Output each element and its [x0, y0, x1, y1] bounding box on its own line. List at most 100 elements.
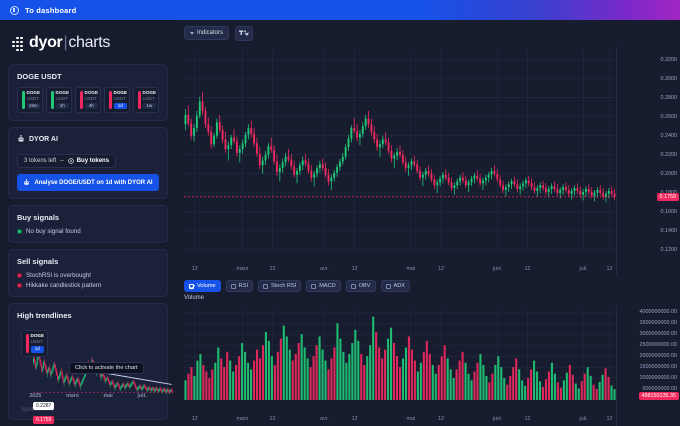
ticker-interval: 1d: [113, 102, 127, 110]
indicator-tab-label: RSI: [238, 283, 248, 289]
dyor-ai-title: DYOR AI: [29, 135, 58, 143]
volume-x-tick: mai: [406, 416, 416, 422]
price-chart[interactable]: 0.3200 0.3000 0.2800 0.2600 0.2400 0.2200 0.20…: [184, 46, 680, 276]
signal-text: No buy signal found: [26, 228, 81, 236]
to-dashboard-link[interactable]: To dashboard: [25, 5, 77, 15]
price-y-tick: 0.2000: [660, 170, 678, 177]
ticker-quote: USDT: [142, 95, 156, 101]
mini-xtick: mai: [103, 393, 113, 399]
ticker-trend-bar: [51, 91, 54, 110]
volume-chart[interactable]: 4000000000.00 3500000000.00 3000000000.00 2…: [184, 306, 680, 426]
price-y-tick: 0.2200: [660, 151, 678, 158]
dyor-ai-header: DYOR AI: [17, 135, 159, 143]
indicators-label: Indicators: [197, 30, 224, 36]
indicator-tab-adx[interactable]: ADX: [380, 280, 411, 292]
volume-y-tick: 3500000000.00: [639, 320, 677, 327]
volume-x-tick: avr.: [320, 416, 329, 422]
volume-x-tick: 12: [438, 416, 445, 422]
ticker-trend-bar: [80, 91, 83, 110]
analyse-button-label: Analyse DOGE/USDT on 1d with DYOR AI: [34, 179, 153, 186]
price-y-tick: 0.1600: [660, 208, 678, 215]
price-y-tick: 0.3200: [660, 56, 678, 63]
chart-toolbar: Indicators: [176, 20, 680, 46]
sell-signals-panel: Sell signals StochRSI is overbought Hikk…: [8, 249, 168, 298]
top-bar-gradient: [420, 0, 680, 20]
ticker-card-1h[interactable]: DOGE USDT 1h: [46, 87, 72, 114]
brand-logo[interactable]: dyor|charts: [0, 20, 176, 64]
price-x-tick: 12: [606, 266, 613, 272]
dyor-dots-icon: [12, 36, 25, 52]
ticker-interval: 1h: [55, 102, 69, 110]
volume-x-tick: 12: [606, 416, 613, 422]
ticker-trend-bar: [22, 91, 25, 110]
buy-tokens-button[interactable]: Buy tokens: [67, 158, 109, 164]
ticker-symbol: DOGE: [26, 90, 41, 95]
checkbox-icon: [311, 283, 317, 289]
indicator-tab-label: OBV: [358, 283, 371, 289]
indicator-tab-label: ADX: [393, 283, 406, 289]
ticker-trend-bar: [109, 91, 112, 110]
analyse-button[interactable]: Analyse DOGE/USDT on 1d with DYOR AI: [17, 174, 159, 192]
ticker-symbol: DOGE: [30, 333, 45, 339]
mini-price-high-label: 0.2287: [33, 402, 55, 411]
price-y-axis: 0.3200 0.3000 0.2800 0.2600 0.2400 0.2200 0.20…: [616, 46, 680, 276]
pair-panel: DOGE USDT DOGE USDT 15m DOGE: [8, 64, 168, 122]
ticker-symbol: DOGE: [84, 90, 99, 95]
volume-x-tick: 12: [351, 416, 358, 422]
brand-separator: |: [63, 34, 68, 51]
price-x-axis: 12 mars 12 avr. 12 mai 12 juin 12 juil. 12: [184, 262, 616, 276]
ticker-card-15m[interactable]: DOGE USDT 15m: [17, 87, 43, 114]
price-y-tick: 0.3000: [660, 75, 678, 82]
volume-x-tick: mars: [236, 416, 249, 422]
ticker-card-1w[interactable]: DOGE USDT 1w: [133, 87, 159, 114]
ticker-card-1d[interactable]: DOGE USDT 1d: [104, 87, 130, 114]
ticker-quote: USDT: [26, 95, 40, 101]
ticker-symbol: DOGE: [113, 90, 128, 95]
volume-x-tick: 12: [269, 416, 276, 422]
price-y-tick: 0.1400: [660, 227, 678, 234]
brand-text: dyor|charts: [29, 34, 110, 52]
mini-price-current-label: 0.1759: [33, 416, 55, 425]
timeframe-ticker-list: DOGE USDT 15m DOGE USDT 1h: [17, 87, 159, 114]
indicator-tab-obv[interactable]: OBV: [345, 280, 376, 292]
indicator-tab-volume[interactable]: Volume: [184, 280, 221, 292]
sell-signals-title: Sell signals: [17, 257, 59, 267]
indicator-tab-macd[interactable]: MACD: [306, 280, 341, 292]
ticker-symbol: DOGE: [55, 90, 70, 95]
indicator-tab-label: MACD: [319, 283, 336, 289]
indicator-tabs: Volume RSI Stoch RSI MACD OBV ADX: [176, 276, 680, 295]
ticker-interval: 1d: [30, 346, 45, 353]
robot-icon: [24, 179, 30, 186]
ticker-quote: USDT: [55, 95, 69, 101]
ticker-card-4h[interactable]: DOGE USDT 4h: [75, 87, 101, 114]
price-x-tick: juin: [492, 266, 502, 272]
volume-section: Volume RSI Stoch RSI MACD OBV ADX Volume 4000…: [176, 276, 680, 426]
indicator-tab-stoch-rsi[interactable]: Stoch RSI: [258, 280, 302, 292]
brand-name: dyor: [29, 34, 63, 51]
mini-xtick: juil.: [137, 393, 147, 399]
buy-signals-title: Buy signals: [17, 213, 60, 223]
signal-dot-icon: [17, 229, 22, 235]
volume-bars-plot: [184, 308, 616, 400]
price-y-tick: 0.2400: [660, 132, 678, 139]
mini-chart-area[interactable]: DOGE USDT 1d Click to activate the chart…: [17, 326, 173, 425]
indicator-tab-rsi[interactable]: RSI: [225, 280, 253, 292]
ticker-symbol: DOGE: [142, 90, 157, 95]
volume-x-axis: 12 mars 12 avr. 12 mai 12 juin 12 juil. 12: [184, 412, 616, 426]
trendlines-title: High trendlines: [17, 311, 72, 321]
mini-xtick: mars: [65, 393, 79, 399]
ticker-interval: 4h: [84, 102, 98, 110]
price-x-tick: 12: [351, 266, 358, 272]
top-bar: To dashboard: [0, 0, 680, 20]
tokens-separator: –: [60, 158, 64, 165]
volume-x-tick: juin: [492, 416, 502, 422]
volume-x-tick: 12: [191, 416, 198, 422]
volume-y-tick: 1500000000.00: [639, 364, 677, 371]
price-y-tick: 0.1200: [660, 247, 678, 253]
candlestick-plot: [184, 50, 616, 251]
tradingview-button[interactable]: [235, 25, 254, 41]
indicators-dropdown[interactable]: Indicators: [184, 26, 230, 40]
tokens-left-text: 3 tokens left: [24, 158, 57, 165]
volume-y-tick: 500000000.00: [642, 386, 677, 393]
dyor-ai-panel: DYOR AI 3 tokens left – Buy tokens: [8, 127, 168, 200]
